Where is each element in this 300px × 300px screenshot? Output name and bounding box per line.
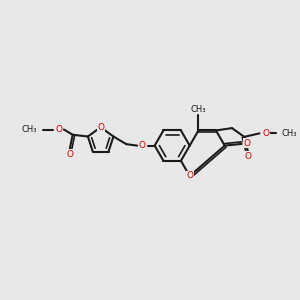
Text: O: O [55,125,62,134]
Text: CH₃: CH₃ [281,129,297,138]
Text: O: O [262,129,269,138]
Text: O: O [245,152,252,160]
Text: O: O [66,149,73,158]
Text: O: O [97,123,104,132]
Text: CH₃: CH₃ [191,105,206,114]
Text: O: O [186,172,193,181]
Text: CH₃: CH₃ [21,125,37,134]
Text: O: O [243,139,250,148]
Text: O: O [139,141,146,150]
